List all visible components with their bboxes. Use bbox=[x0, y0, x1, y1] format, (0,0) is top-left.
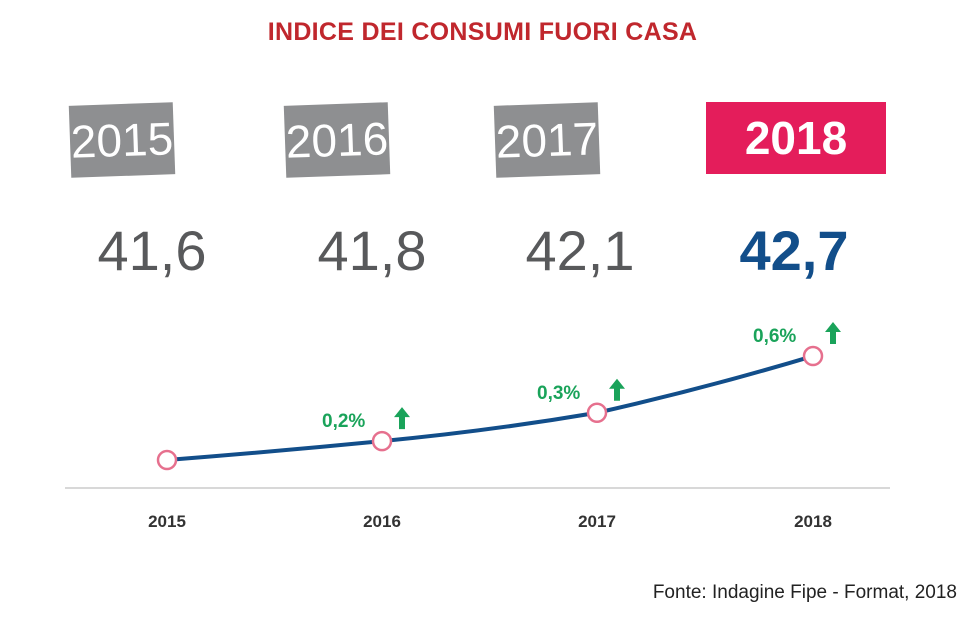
value-2016: 41,8 bbox=[317, 219, 427, 282]
series-line bbox=[166, 354, 814, 462]
data-point-2017 bbox=[586, 402, 608, 423]
year-box-2018: 2018 bbox=[706, 102, 886, 174]
data-point-2016 bbox=[371, 430, 393, 452]
data-point-2018 bbox=[802, 345, 824, 367]
source-note: Fonte: Indagine Fipe - Format, 2018 bbox=[652, 582, 957, 603]
x-tick-label-2018: 2018 bbox=[794, 512, 832, 531]
value-2015: 41,6 bbox=[97, 219, 207, 282]
x-tick-label-2015: 2015 bbox=[148, 512, 186, 531]
arrow-up-icon bbox=[394, 407, 410, 430]
growth-label-2018: 0,6% bbox=[753, 326, 796, 347]
chart-title: INDICE DEI CONSUMI FUORI CASA bbox=[267, 18, 698, 46]
arrow-up-icon bbox=[609, 378, 625, 401]
data-point-2015 bbox=[156, 449, 178, 471]
arrow-up-icon bbox=[825, 322, 841, 345]
x-tick-label-2017: 2017 bbox=[578, 512, 616, 531]
growth-label-2016: 0,2% bbox=[322, 411, 365, 432]
value-2017: 42,1 bbox=[525, 219, 635, 282]
x-tick-label-2016: 2016 bbox=[363, 512, 401, 531]
value-2018: 42,7 bbox=[739, 219, 849, 282]
growth-label-2017: 0,3% bbox=[537, 383, 580, 404]
